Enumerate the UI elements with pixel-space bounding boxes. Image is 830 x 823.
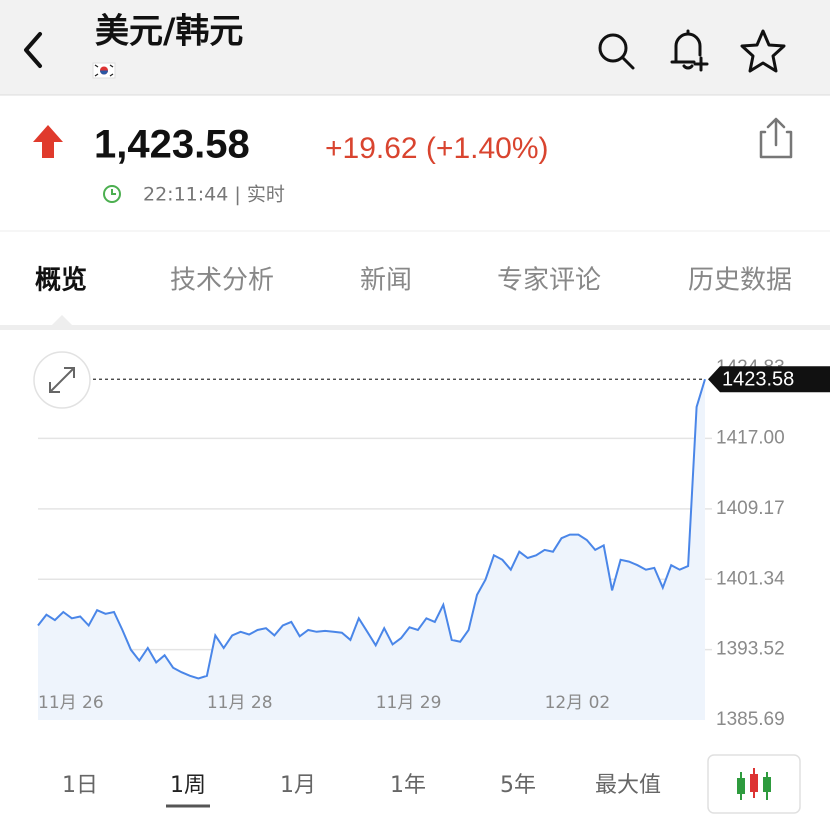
price-change: +19.62 (+1.40%) xyxy=(325,132,549,165)
expand-button[interactable] xyxy=(33,351,91,409)
range-button[interactable]: 最大值 xyxy=(595,773,661,798)
y-tick-label: 1393.52 xyxy=(716,639,785,660)
tab-pointer xyxy=(52,315,72,325)
up-arrow xyxy=(33,125,63,158)
search-button[interactable] xyxy=(598,33,635,70)
y-tick-label: 1385.69 xyxy=(716,709,785,730)
area xyxy=(38,379,705,720)
y-tick-label: 1401.34 xyxy=(716,568,785,589)
update-time: 22:11:44 | 实时 xyxy=(143,184,285,206)
chart-style-button[interactable] xyxy=(707,754,801,814)
x-tick-label: 11月 28 xyxy=(207,693,273,713)
range-button[interactable]: 5年 xyxy=(500,773,536,798)
tab-shadow xyxy=(0,325,830,330)
x-tick-label: 12月 02 xyxy=(545,693,611,713)
pair-title: 美元/韩元 xyxy=(95,12,243,52)
tab[interactable]: 新闻 xyxy=(360,266,412,296)
x-tick-label: 11月 29 xyxy=(376,693,442,713)
tab[interactable]: 技术分析 xyxy=(170,266,274,296)
price-tag-label: 1423.58 xyxy=(722,369,794,391)
price: 1,423.58 xyxy=(94,123,250,167)
y-tick-label: 1409.17 xyxy=(716,498,785,519)
header-bar xyxy=(0,0,830,95)
back-button[interactable] xyxy=(24,32,42,68)
share-button[interactable] xyxy=(759,117,793,159)
alert-button[interactable] xyxy=(670,29,709,72)
tab[interactable]: 历史数据 xyxy=(688,266,792,296)
price-tag xyxy=(708,366,830,393)
tab[interactable]: 专家评论 xyxy=(497,266,601,296)
favorite-button[interactable] xyxy=(740,29,786,73)
tab[interactable]: 概览 xyxy=(35,266,87,296)
range-button[interactable]: 1日 xyxy=(62,773,98,798)
range-button[interactable]: 1年 xyxy=(390,773,426,798)
line xyxy=(37,378,706,680)
y-tick-label: 1417.00 xyxy=(716,427,785,448)
range-button[interactable]: 1周 xyxy=(170,773,206,798)
x-tick-label: 11月 26 xyxy=(38,693,104,713)
flag-icon xyxy=(92,62,116,79)
range-button[interactable]: 1月 xyxy=(280,773,316,798)
clock-icon xyxy=(103,185,121,203)
